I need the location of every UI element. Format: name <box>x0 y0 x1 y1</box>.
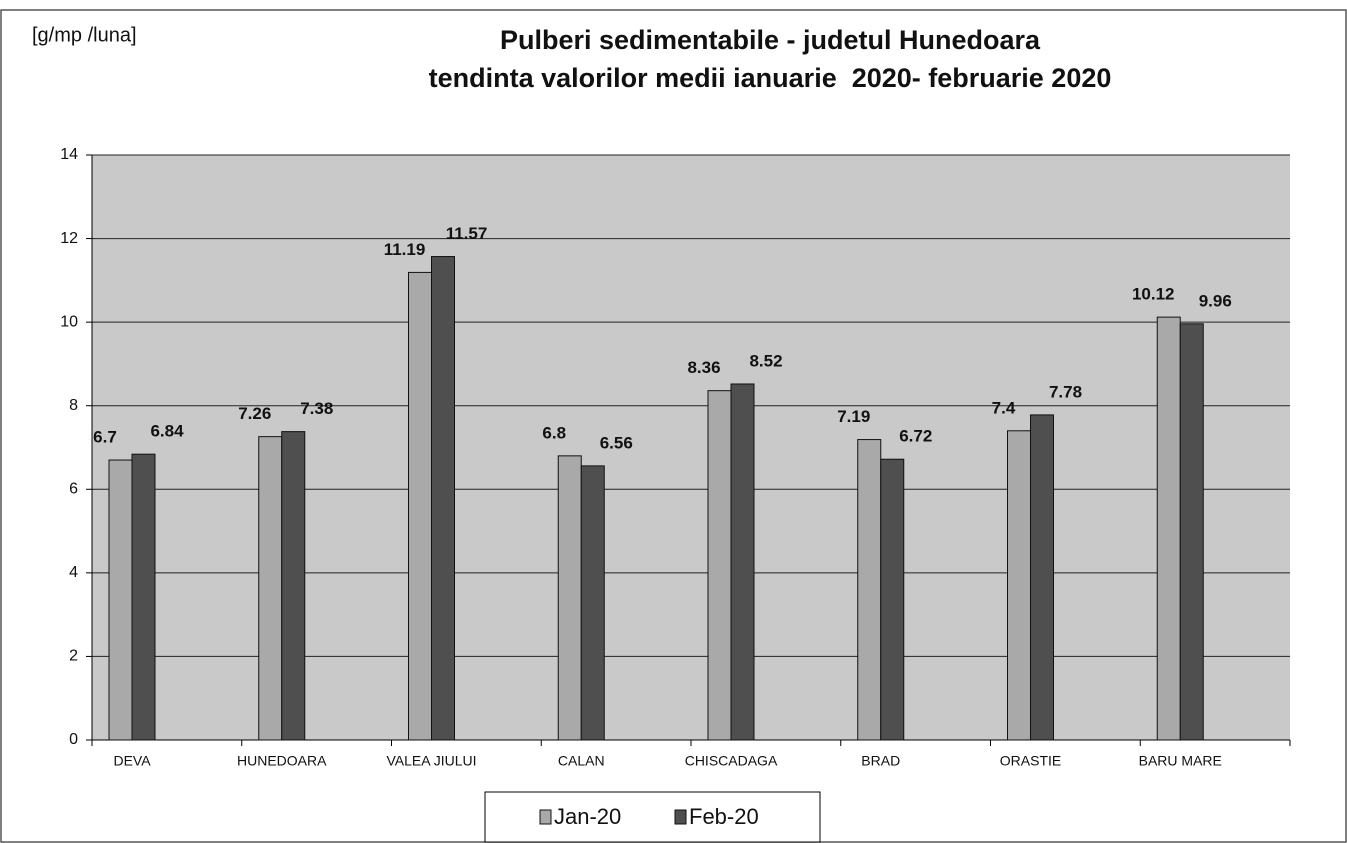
data-label: 6.56 <box>600 433 633 452</box>
data-label: 7.38 <box>300 399 333 418</box>
bar <box>408 271 432 741</box>
y-tick-label: 4 <box>69 564 78 581</box>
bar <box>1156 316 1181 741</box>
y-axis-label: [g/mp /luna] <box>32 24 137 46</box>
chart-subtitle: tendinta valorilor medii ianuarie 2020- … <box>429 63 1112 93</box>
bar <box>730 383 755 741</box>
y-tick-label: 10 <box>60 313 78 330</box>
bar <box>557 455 582 741</box>
data-label: 6.84 <box>150 422 184 441</box>
bar <box>258 436 283 741</box>
bar <box>108 459 133 741</box>
data-label: 6.8 <box>542 423 566 442</box>
bar <box>1179 323 1204 741</box>
legend-box <box>484 791 821 843</box>
data-label: 8.36 <box>687 358 720 377</box>
data-label: 7.26 <box>238 404 271 423</box>
data-label: 6.7 <box>93 428 117 447</box>
x-tick-label: BRAD <box>861 753 900 769</box>
data-label: 7.78 <box>1049 382 1082 401</box>
data-label: 10.12 <box>1132 285 1175 304</box>
legend-label: Jan-20 <box>554 804 621 829</box>
x-tick-label: BARU MARE <box>1139 753 1222 769</box>
y-tick-label: 12 <box>60 230 78 247</box>
x-tick-label: CHISCADAGA <box>685 753 778 769</box>
bar <box>1030 414 1054 741</box>
data-label: 7.4 <box>992 398 1016 417</box>
bar <box>281 431 306 741</box>
y-tick-label: 14 <box>60 146 78 163</box>
data-label: 11.19 <box>384 240 426 259</box>
y-tick-label: 0 <box>69 731 78 748</box>
bar <box>1007 430 1031 741</box>
bar <box>131 453 156 741</box>
y-tick-label: 2 <box>69 648 78 665</box>
bar <box>580 465 605 741</box>
x-tick-label: VALEA JIULUI <box>386 753 476 769</box>
bar <box>857 439 882 741</box>
data-label: 8.52 <box>749 351 782 370</box>
x-tick-label: HUNEDOARA <box>237 753 327 769</box>
chart-title: Pulberi sedimentabile - judetul Hunedoar… <box>500 25 1041 55</box>
y-tick-label: 6 <box>69 481 78 498</box>
bar <box>880 458 905 741</box>
data-label: 6.72 <box>899 427 932 446</box>
legend-swatch <box>539 809 552 825</box>
data-label: 7.19 <box>837 407 870 426</box>
x-tick-label: ORASTIE <box>1000 753 1061 769</box>
x-tick-label: CALAN <box>558 753 605 769</box>
bar <box>707 390 732 741</box>
y-tick-label: 8 <box>69 397 78 414</box>
legend-label: Feb-20 <box>689 804 759 829</box>
x-tick-label: DEVA <box>113 753 151 769</box>
legend-swatch <box>674 809 687 825</box>
data-label: 11.57 <box>446 224 488 243</box>
bar <box>431 256 455 741</box>
data-label: 9.96 <box>1199 291 1232 310</box>
